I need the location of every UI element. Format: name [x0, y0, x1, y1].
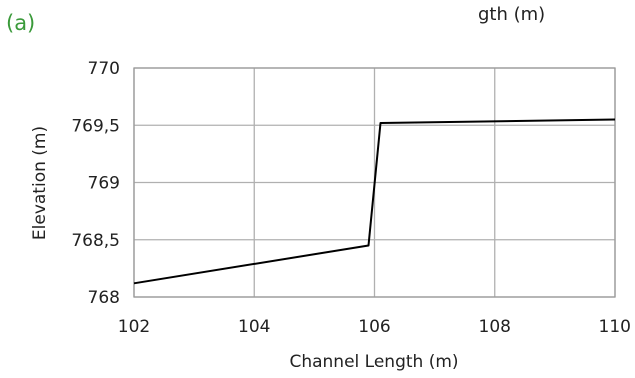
chart-title-fragment: gth (m): [478, 4, 545, 25]
y-tick-label: 769,5: [71, 116, 120, 136]
y-axis-title: Elevation (m): [30, 126, 50, 240]
y-tick-label: 769: [88, 174, 120, 194]
series-layer: [133, 118, 616, 285]
plot-frame: [133, 67, 616, 298]
y-tick-label: 770: [88, 59, 120, 79]
y-tick-labels: 770 769,5 769 768,5 768: [71, 59, 120, 308]
x-tick-label: 102: [118, 317, 150, 337]
series-line-0: [133, 118, 616, 285]
y-tick-label: 768,5: [71, 231, 120, 251]
x-tick-label: 108: [479, 317, 511, 337]
x-tick-label: 110: [599, 317, 631, 337]
x-axis-title: Channel Length (m): [289, 352, 458, 372]
x-tick-label: 104: [238, 317, 270, 337]
panel-label: (a): [6, 11, 35, 35]
x-tick-labels: 102 104 106 108 110: [118, 317, 631, 337]
y-tick-label: 768: [88, 288, 120, 308]
x-tick-label: 106: [358, 317, 390, 337]
